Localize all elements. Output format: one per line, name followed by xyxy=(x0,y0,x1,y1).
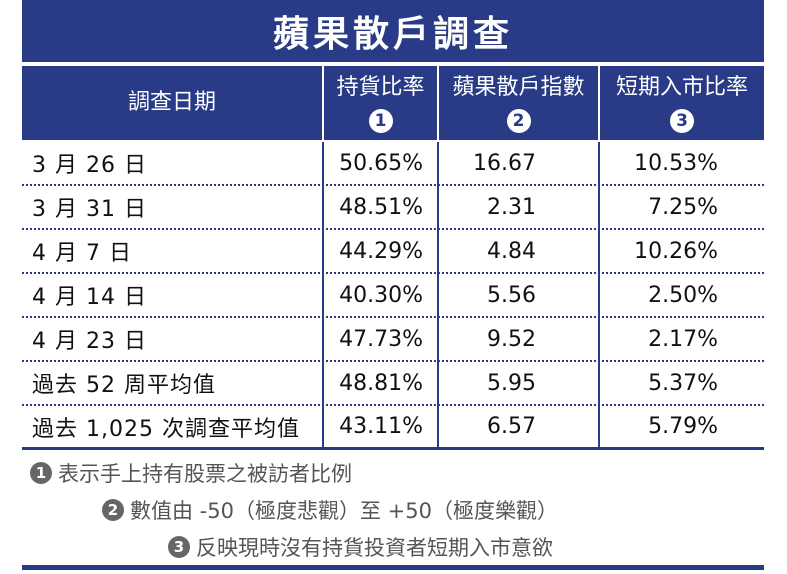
cell-date: 過去 52 周平均值 xyxy=(32,373,216,398)
header-entry-ratio-label: 短期入市比率 xyxy=(615,75,748,100)
table-row: 3 月 26 日 50.65% 16.67 10.53% xyxy=(22,142,764,186)
cell-date: 過去 1,025 次調查平均值 xyxy=(32,416,300,442)
footnote-3: 3 反映現時沒有持貨投資者短期入市意欲 xyxy=(168,532,553,562)
header-row: 調查日期 持貨比率 1 蘋果散戶指數 2 短期入市比率 3 xyxy=(22,66,764,140)
header-number-1-icon: 1 xyxy=(368,109,393,133)
number-1-icon: 1 xyxy=(30,462,52,484)
header-entry-ratio: 短期入市比率 3 xyxy=(598,66,764,140)
cell-sentiment-index: 9.52 xyxy=(487,326,536,352)
footnote-1-text: 表示手上持有股票之被訪者比例 xyxy=(58,462,352,486)
number-2-icon: 2 xyxy=(102,499,124,521)
column-divider xyxy=(437,142,439,450)
table-title: 蘋果散戶調查 xyxy=(272,14,513,55)
cell-holding-ratio: 47.73% xyxy=(339,326,423,352)
cell-holding-ratio: 44.29% xyxy=(339,238,423,264)
cell-entry-ratio: 10.53% xyxy=(634,150,718,176)
table-row: 4 月 23 日 47.73% 9.52 2.17% xyxy=(22,318,764,362)
cell-date: 4 月 7 日 xyxy=(32,241,132,266)
number-3-icon: 3 xyxy=(168,536,190,558)
cell-sentiment-index: 5.95 xyxy=(487,370,536,396)
header-sentiment-index-label: 蘋果散戶指數 xyxy=(452,75,585,100)
cell-sentiment-index: 2.31 xyxy=(487,194,536,220)
title-bar: 蘋果散戶調查 xyxy=(22,0,764,62)
cell-entry-ratio: 5.37% xyxy=(648,370,718,396)
footnote-2-text: 數值由 -50（極度悲觀）至 +50（極度樂觀） xyxy=(130,499,558,523)
cell-date: 3 月 26 日 xyxy=(32,153,147,178)
bottom-rule xyxy=(22,565,764,570)
header-sentiment-index: 蘋果散戶指數 2 xyxy=(437,66,598,140)
cell-entry-ratio: 5.79% xyxy=(648,414,718,439)
header-number-3-icon: 3 xyxy=(670,109,694,133)
table-row: 過去 1,025 次調查平均值 43.11% 6.57 5.79% xyxy=(22,406,764,450)
column-divider xyxy=(598,142,600,450)
cell-holding-ratio: 43.11% xyxy=(339,414,423,439)
table-row: 3 月 31 日 48.51% 2.31 7.25% xyxy=(22,186,764,230)
header-holding-ratio: 持貨比率 1 xyxy=(322,66,437,140)
footnote-3-text: 反映現時沒有持貨投資者短期入市意欲 xyxy=(196,536,553,560)
cell-holding-ratio: 48.81% xyxy=(339,370,423,396)
table-body: 3 月 26 日 50.65% 16.67 10.53% 3 月 31 日 48… xyxy=(22,142,764,450)
footnote-2: 2 數值由 -50（極度悲觀）至 +50（極度樂觀） xyxy=(102,495,558,525)
header-date: 調查日期 xyxy=(22,66,322,140)
cell-date: 4 月 23 日 xyxy=(32,329,147,354)
table-row: 過去 52 周平均值 48.81% 5.95 5.37% xyxy=(22,362,764,406)
cell-entry-ratio: 2.17% xyxy=(648,326,718,352)
header-number-2-icon: 2 xyxy=(506,109,531,133)
cell-holding-ratio: 40.30% xyxy=(339,282,423,308)
cell-sentiment-index: 5.56 xyxy=(487,282,536,308)
cell-holding-ratio: 48.51% xyxy=(339,194,423,220)
cell-sentiment-index: 4.84 xyxy=(487,238,536,264)
cell-holding-ratio: 50.65% xyxy=(339,150,423,176)
column-divider xyxy=(322,142,324,450)
cell-date: 3 月 31 日 xyxy=(32,197,147,222)
cell-entry-ratio: 10.26% xyxy=(634,238,718,264)
cell-date: 4 月 14 日 xyxy=(32,285,147,310)
footnote-1: 1 表示手上持有股票之被訪者比例 xyxy=(30,458,352,488)
cell-sentiment-index: 16.67 xyxy=(473,150,536,176)
cell-sentiment-index: 6.57 xyxy=(487,414,536,439)
table-row: 4 月 7 日 44.29% 4.84 10.26% xyxy=(22,230,764,274)
header-date-label: 調查日期 xyxy=(127,90,216,115)
table-row: 4 月 14 日 40.30% 5.56 2.50% xyxy=(22,274,764,318)
cell-entry-ratio: 7.25% xyxy=(648,194,718,220)
header-holding-ratio-label: 持貨比率 xyxy=(336,75,425,100)
cell-entry-ratio: 2.50% xyxy=(648,282,718,308)
